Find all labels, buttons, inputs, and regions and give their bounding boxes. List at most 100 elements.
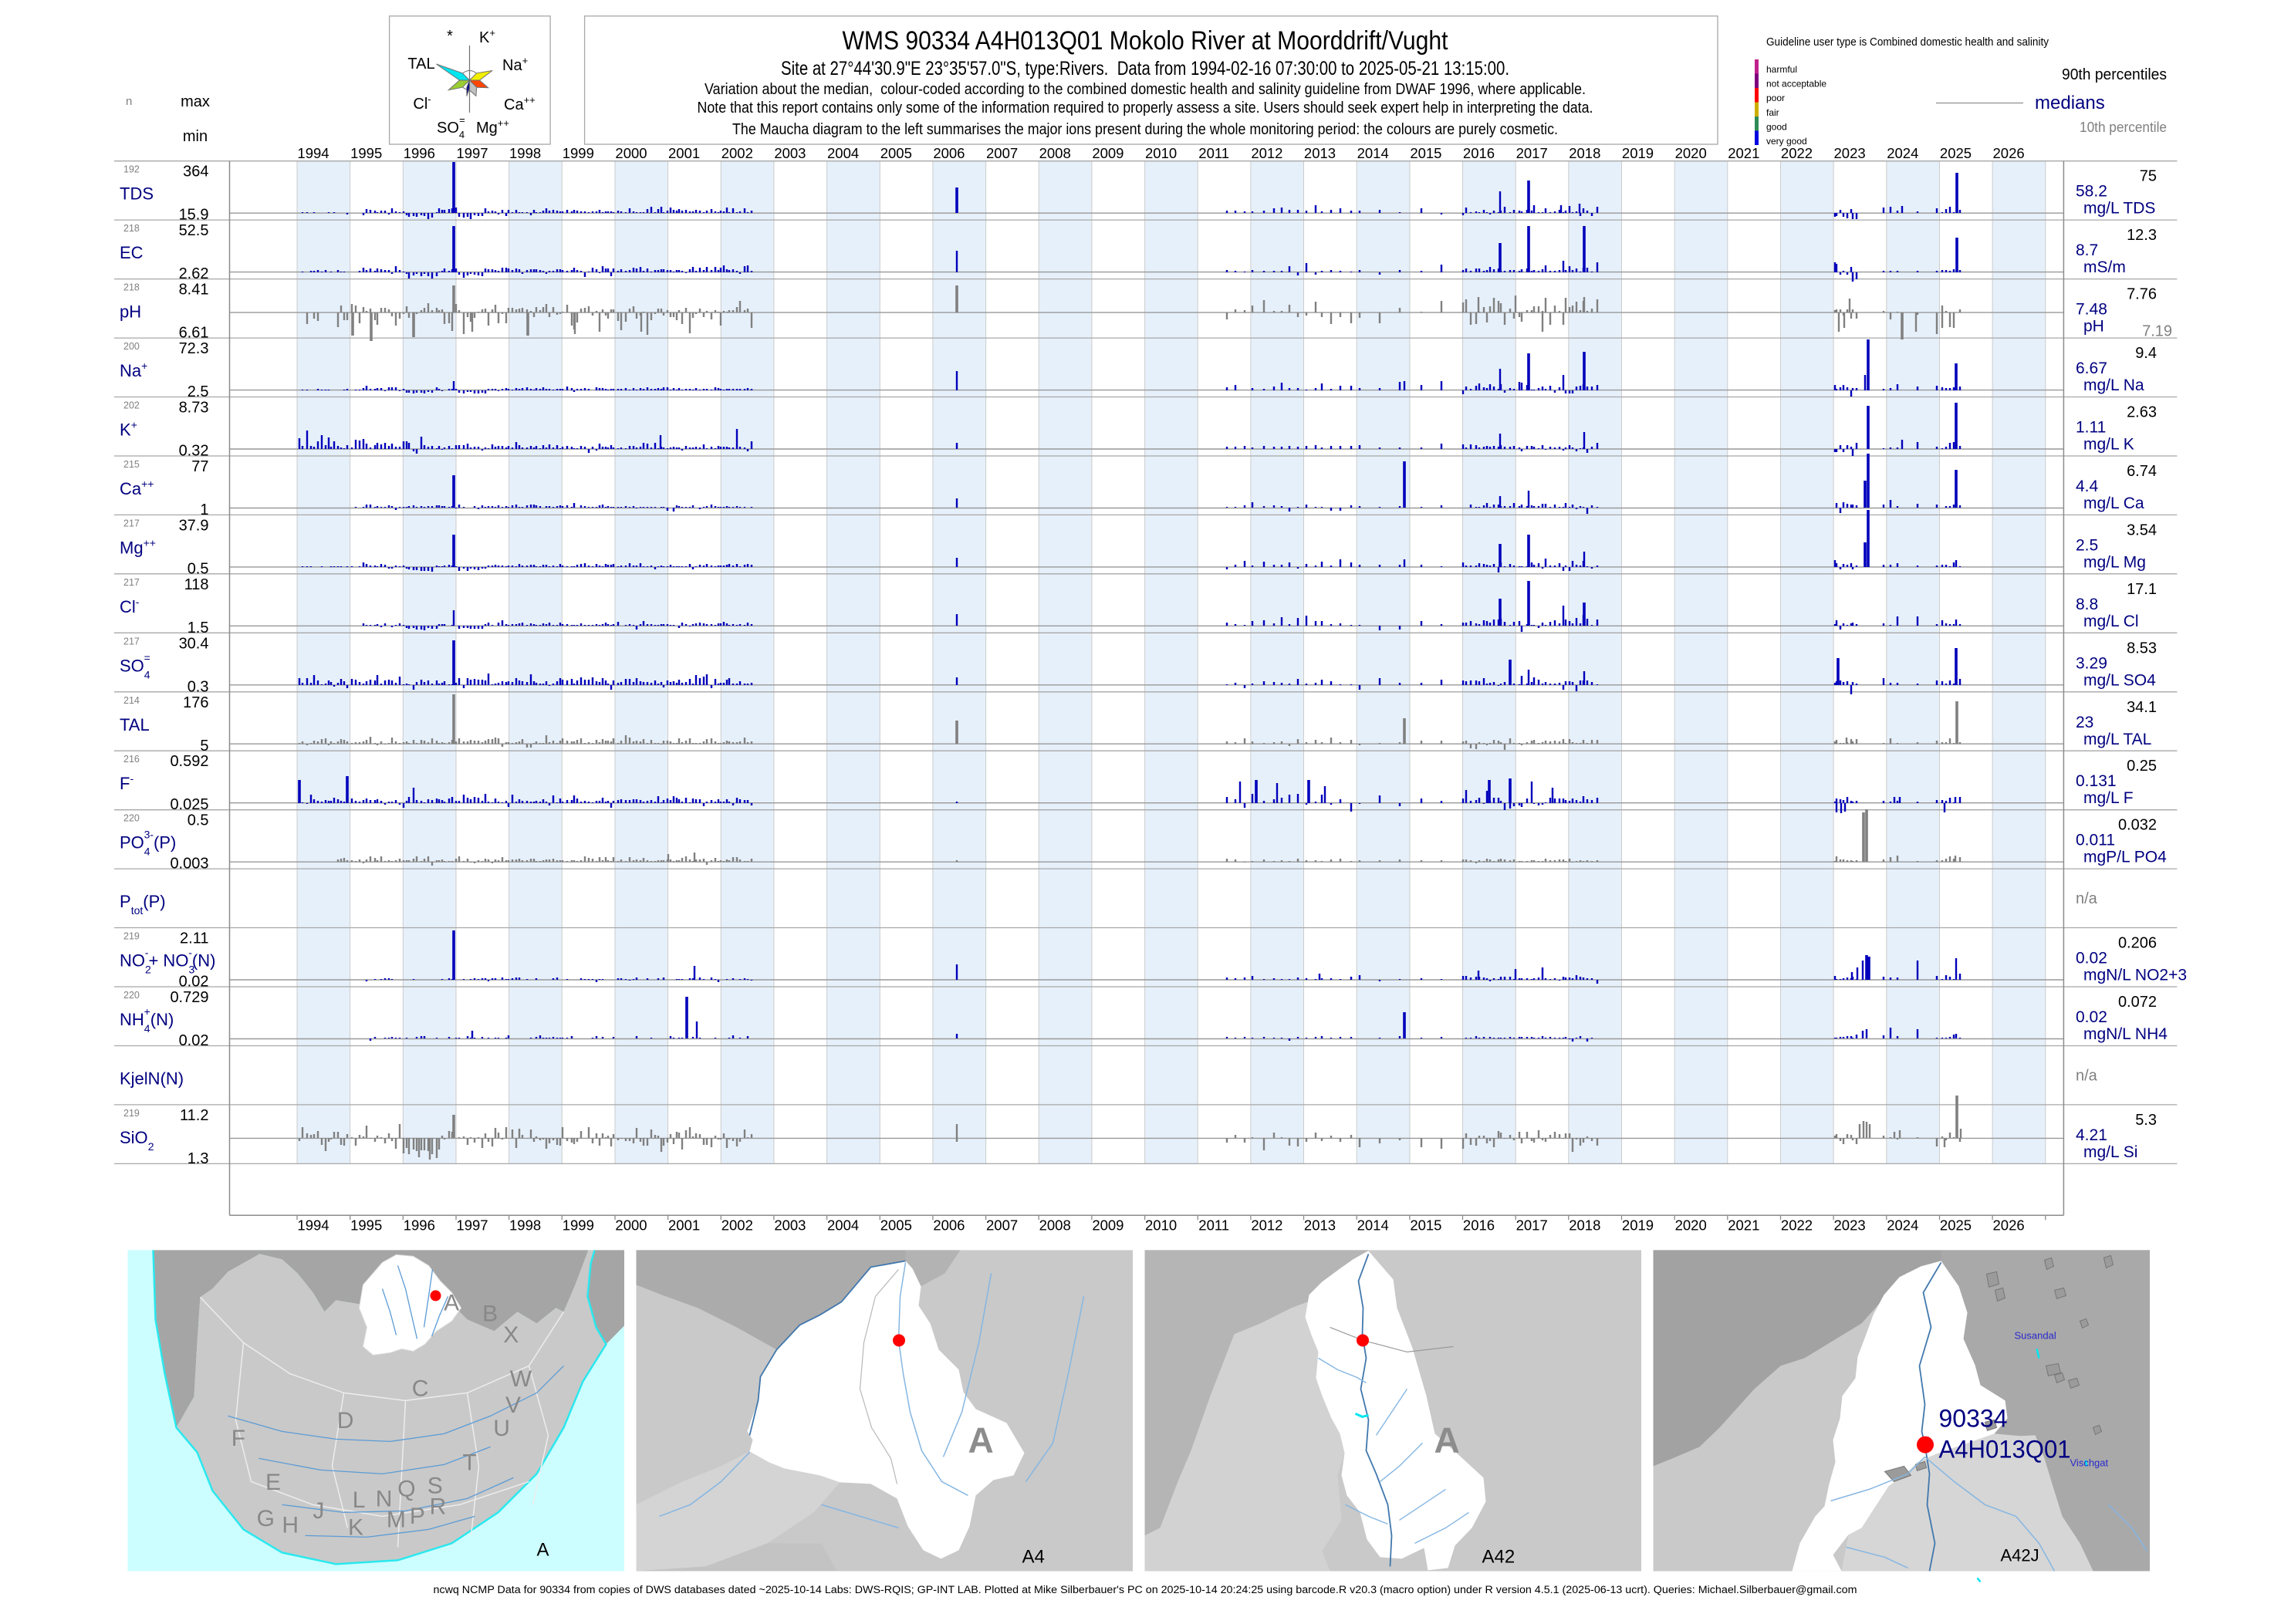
svg-text:1995: 1995 bbox=[350, 145, 382, 161]
svg-text:364: 364 bbox=[183, 164, 208, 181]
svg-text:12.3: 12.3 bbox=[2127, 227, 2157, 244]
svg-text:6.67: 6.67 bbox=[2076, 360, 2107, 377]
svg-text:0.5: 0.5 bbox=[188, 812, 209, 829]
svg-text:2014: 2014 bbox=[1357, 145, 1389, 161]
svg-text:8.73: 8.73 bbox=[179, 400, 209, 417]
svg-text:1994: 1994 bbox=[297, 1217, 329, 1234]
svg-text:2023: 2023 bbox=[1834, 145, 1866, 161]
svg-text:n/a: n/a bbox=[2076, 1068, 2098, 1085]
svg-text:2007: 2007 bbox=[986, 145, 1018, 161]
svg-text:176: 176 bbox=[183, 694, 208, 711]
svg-text:1: 1 bbox=[200, 501, 208, 518]
svg-text:R: R bbox=[430, 1494, 447, 1519]
svg-text:2006: 2006 bbox=[933, 1217, 965, 1234]
svg-text:The Maucha diagram to the left: The Maucha diagram to the left summarise… bbox=[732, 121, 1558, 138]
svg-text:7.19: 7.19 bbox=[2142, 323, 2172, 340]
svg-text:J: J bbox=[313, 1498, 324, 1524]
svg-text:2020: 2020 bbox=[1675, 145, 1707, 161]
svg-text:0.02: 0.02 bbox=[2076, 950, 2107, 967]
svg-text:pH: pH bbox=[120, 302, 141, 322]
svg-text:2011: 2011 bbox=[1198, 145, 1229, 161]
svg-text:219: 219 bbox=[123, 1108, 140, 1119]
svg-text:218: 218 bbox=[123, 223, 140, 234]
svg-text:V: V bbox=[505, 1393, 521, 1418]
svg-text:0.206: 0.206 bbox=[2118, 935, 2157, 952]
svg-text:2005: 2005 bbox=[880, 1217, 912, 1234]
svg-text:n: n bbox=[126, 95, 132, 108]
svg-text:2024: 2024 bbox=[1887, 145, 1918, 161]
svg-text:mg/L Cl: mg/L Cl bbox=[2083, 613, 2139, 630]
svg-text:Q: Q bbox=[397, 1477, 415, 1502]
svg-text:L: L bbox=[353, 1487, 366, 1513]
svg-text:1996: 1996 bbox=[404, 145, 435, 161]
svg-text:2007: 2007 bbox=[986, 1217, 1018, 1234]
svg-text:1999: 1999 bbox=[563, 145, 594, 161]
svg-text:A: A bbox=[537, 1539, 549, 1560]
svg-text:mg/L Mg: mg/L Mg bbox=[2083, 553, 2146, 571]
svg-text:0.592: 0.592 bbox=[170, 753, 208, 770]
svg-text:2021: 2021 bbox=[1728, 1217, 1759, 1234]
svg-text:220: 220 bbox=[123, 813, 140, 824]
svg-text:2014: 2014 bbox=[1357, 1217, 1389, 1234]
svg-text:0.003: 0.003 bbox=[170, 856, 208, 873]
svg-text:2.11: 2.11 bbox=[180, 930, 208, 947]
svg-text:A42J: A42J bbox=[2001, 1545, 2039, 1565]
svg-text:34.1: 34.1 bbox=[2127, 699, 2157, 716]
svg-text:1995: 1995 bbox=[350, 1217, 382, 1234]
svg-text:8.41: 8.41 bbox=[179, 282, 209, 299]
svg-text:poor: poor bbox=[1766, 93, 1785, 103]
svg-text:mg/L K: mg/L K bbox=[2083, 436, 2134, 454]
svg-text:0.011: 0.011 bbox=[2076, 832, 2115, 849]
svg-text:30.4: 30.4 bbox=[179, 635, 209, 652]
svg-text:2024: 2024 bbox=[1887, 1217, 1918, 1234]
svg-text:23: 23 bbox=[2076, 714, 2093, 731]
svg-text:min: min bbox=[183, 128, 208, 145]
svg-text:77: 77 bbox=[191, 458, 208, 475]
svg-text:5: 5 bbox=[200, 738, 208, 755]
svg-text:0.02: 0.02 bbox=[2076, 1008, 2107, 1026]
svg-text:medians: medians bbox=[2035, 93, 2105, 113]
svg-text:P: P bbox=[410, 1504, 425, 1529]
svg-text:118: 118 bbox=[184, 576, 209, 593]
svg-text:2.5: 2.5 bbox=[2076, 536, 2098, 554]
svg-text:1997: 1997 bbox=[456, 1217, 488, 1234]
svg-text:mg/L Ca: mg/L Ca bbox=[2083, 495, 2144, 512]
svg-text:192: 192 bbox=[123, 164, 140, 175]
svg-text:2013: 2013 bbox=[1304, 1217, 1336, 1234]
svg-text:217: 217 bbox=[123, 577, 140, 588]
svg-text:2000: 2000 bbox=[615, 1217, 647, 1234]
svg-text:A4: A4 bbox=[1022, 1546, 1045, 1567]
svg-text:mgN/L NO2+3: mgN/L NO2+3 bbox=[2083, 967, 2187, 984]
svg-text:A: A bbox=[968, 1420, 994, 1460]
svg-text:1.5: 1.5 bbox=[188, 620, 209, 636]
svg-text:2012: 2012 bbox=[1251, 1217, 1282, 1234]
svg-text:E: E bbox=[265, 1470, 281, 1495]
svg-text:mgP/L PO4: mgP/L PO4 bbox=[2083, 849, 2167, 866]
svg-text:2003: 2003 bbox=[774, 1217, 806, 1234]
svg-text:0.025: 0.025 bbox=[170, 796, 208, 813]
svg-text:K: K bbox=[348, 1514, 363, 1540]
svg-text:mgN/L NH4: mgN/L NH4 bbox=[2083, 1025, 2168, 1043]
svg-text:2008: 2008 bbox=[1039, 145, 1071, 161]
svg-text:200: 200 bbox=[123, 341, 140, 352]
svg-text:W: W bbox=[510, 1366, 532, 1392]
svg-text:mS/m: mS/m bbox=[2083, 258, 2126, 276]
svg-text:3.29: 3.29 bbox=[2076, 654, 2107, 672]
svg-text:2017: 2017 bbox=[1516, 1217, 1548, 1234]
svg-text:6.74: 6.74 bbox=[2127, 463, 2157, 480]
svg-text:2004: 2004 bbox=[827, 1217, 859, 1234]
svg-text:9.4: 9.4 bbox=[2135, 345, 2157, 362]
svg-text:2005: 2005 bbox=[880, 145, 912, 161]
svg-text:fair: fair bbox=[1766, 107, 1779, 118]
svg-text:0.25: 0.25 bbox=[2127, 758, 2157, 775]
svg-text:219: 219 bbox=[123, 931, 140, 942]
svg-text:2025: 2025 bbox=[1940, 145, 1972, 161]
svg-text:217: 217 bbox=[123, 518, 140, 528]
svg-text:mg/L SO4: mg/L SO4 bbox=[2083, 671, 2156, 689]
svg-text:Guideline user type is Combine: Guideline user type is Combined domestic… bbox=[1766, 35, 2049, 49]
svg-text:2.63: 2.63 bbox=[2127, 404, 2157, 421]
svg-text:mg/L Na: mg/L Na bbox=[2083, 376, 2144, 394]
svg-text:2006: 2006 bbox=[933, 145, 965, 161]
svg-text:2016: 2016 bbox=[1463, 145, 1495, 161]
svg-text:8.7: 8.7 bbox=[2076, 241, 2098, 259]
